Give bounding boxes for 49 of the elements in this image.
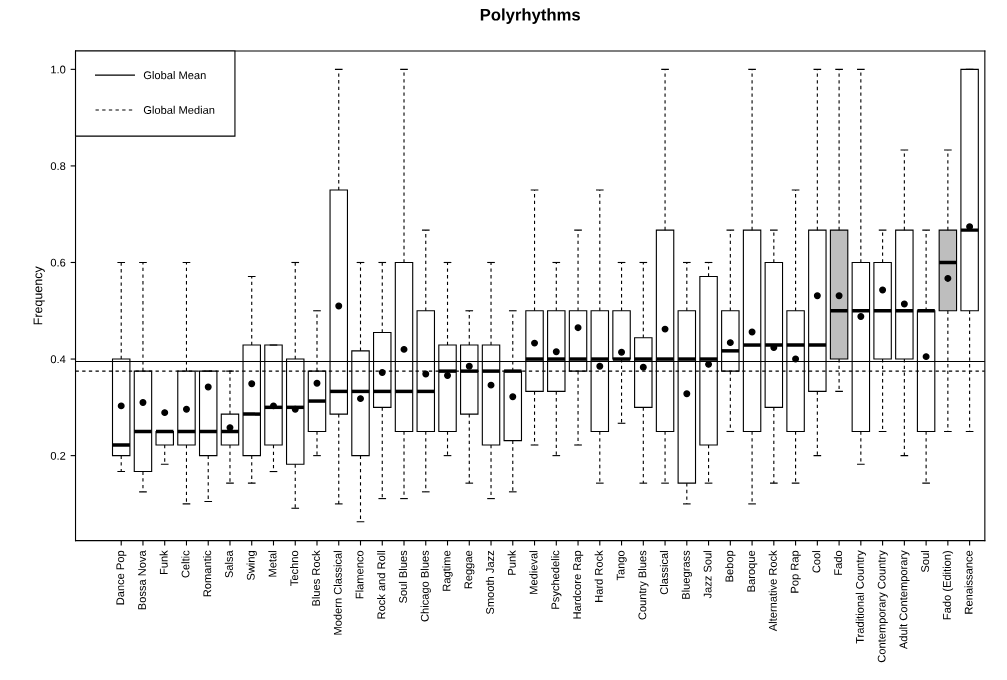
x-tick-label: Cool — [812, 551, 821, 573]
x-tick-label: Baroque — [747, 550, 758, 592]
x-tick-label: Classical — [659, 551, 669, 595]
x-tick-label: Contemporary Country — [877, 550, 888, 663]
x-tick-label: Funk — [159, 550, 168, 575]
legend-label: Global Median — [143, 105, 215, 114]
y-tick-label: 1.0 — [51, 65, 66, 74]
x-tick-label: Chicago Blues — [420, 550, 431, 622]
x-tick-label: Flamenco — [355, 550, 364, 599]
y-tick-label: 0.6 — [50, 258, 66, 267]
x-tick-label: Modern Classical — [333, 551, 342, 635]
x-tick-label: Pop Rap — [790, 550, 801, 593]
x-tick-label: Smooth Jazz — [485, 550, 495, 615]
x-tick-label: Bluegrass — [681, 550, 692, 599]
x-tick-label: Alternative Rock — [768, 550, 777, 632]
x-tick-label: Traditional Country — [855, 550, 867, 644]
x-tick-label: Soul Blues — [398, 550, 407, 603]
x-tick-label: Ragtime — [442, 550, 453, 591]
x-tick-label: Rock and Roll — [377, 551, 386, 619]
x-tick-label: Techno — [290, 550, 299, 586]
x-tick-label: Fado — [833, 550, 843, 575]
x-tick-label: Punk — [507, 550, 516, 575]
x-tick-label: Blues Rock — [311, 550, 320, 606]
chart-title: Polyrhythms — [480, 8, 580, 24]
x-tick-label: Renaissance — [964, 550, 973, 614]
x-tick-label: Dance Pop — [116, 550, 127, 605]
legend-label: Global Mean — [143, 71, 206, 80]
x-tick-label: Swing — [246, 551, 257, 581]
x-tick-label: Reggae — [464, 550, 475, 589]
x-tick-label: Soul — [920, 551, 930, 573]
x-tick-label: Romantic — [203, 550, 212, 597]
y-axis-title: Frequency — [33, 266, 45, 325]
x-tick-label: Bossa Nova — [138, 550, 146, 610]
x-tick-label: Hard Rock — [594, 550, 603, 602]
y-tick-label: 0.2 — [50, 451, 66, 460]
x-tick-label: Fado (Edition) — [942, 551, 954, 620]
y-tick-label: 0.8 — [50, 162, 66, 171]
x-tick-label: Jazz Soul — [703, 551, 712, 599]
x-tick-label: Tango — [616, 550, 627, 581]
x-tick-label: Psychedelic — [551, 550, 562, 609]
x-tick-label: Bebop — [725, 550, 736, 582]
x-tick-label: Adult Contemporary — [899, 550, 910, 650]
x-tick-label: Country Blues — [638, 550, 649, 620]
x-tick-label: Hardcore Rap — [572, 550, 584, 619]
x-tick-label: Medieval — [529, 551, 538, 594]
y-tick-label: 0.4 — [50, 355, 66, 364]
x-tick-label: Salsa — [224, 550, 233, 578]
x-tick-label: Metal — [268, 551, 277, 577]
x-tick-label: Celtic — [181, 550, 190, 578]
